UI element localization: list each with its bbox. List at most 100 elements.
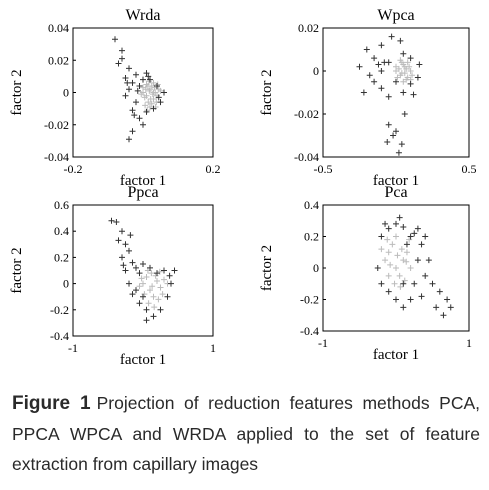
data-point — [393, 128, 399, 135]
data-point — [403, 249, 410, 256]
data-point — [407, 265, 414, 271]
data-point — [129, 259, 136, 266]
data-point — [148, 100, 155, 107]
data-point — [119, 55, 125, 62]
data-point — [396, 214, 403, 221]
data-point — [414, 225, 421, 232]
data-point — [166, 272, 173, 279]
data-point — [400, 224, 407, 231]
data-point — [388, 33, 395, 40]
y-tick-label: -0.04 — [294, 150, 319, 164]
data-point — [400, 89, 407, 96]
data-point — [154, 277, 160, 284]
data-point — [136, 115, 143, 122]
data-point — [422, 272, 429, 279]
caption-label: Figure 1 — [12, 393, 91, 414]
x-tick-label: 0.5 — [462, 162, 477, 176]
data-point — [126, 247, 132, 254]
data-point — [124, 79, 131, 86]
data-point — [410, 91, 417, 98]
series-2 — [112, 36, 167, 143]
data-point — [393, 233, 399, 240]
data-point — [403, 241, 410, 248]
y-tick-label: -0.2 — [50, 303, 69, 317]
data-point — [407, 296, 414, 303]
data-point — [385, 249, 392, 256]
data-point — [371, 55, 378, 62]
panel-title: Ppca — [127, 184, 158, 201]
data-point — [131, 112, 138, 119]
series-2 — [374, 214, 454, 319]
plot-frame — [322, 27, 470, 158]
data-point — [147, 95, 154, 102]
data-point — [378, 246, 385, 253]
data-point — [393, 220, 399, 227]
data-point — [440, 312, 447, 319]
y-tick-label: 0.2 — [54, 250, 69, 264]
data-point — [433, 304, 440, 311]
data-point — [168, 280, 174, 287]
data-point — [122, 241, 129, 248]
data-point — [161, 276, 167, 283]
data-point — [136, 300, 143, 307]
data-point — [154, 83, 160, 90]
data-point — [395, 149, 402, 156]
y-axis-label: factor 2 — [9, 247, 25, 293]
data-point — [394, 74, 401, 81]
data-point — [138, 91, 145, 98]
data-point — [113, 219, 120, 226]
data-point — [152, 272, 159, 279]
data-point — [161, 267, 167, 274]
data-point — [407, 68, 414, 74]
data-point — [385, 288, 392, 295]
series-1 — [136, 267, 171, 311]
x-axis-label: factor 1 — [373, 347, 419, 363]
y-tick-label: 0.6 — [54, 198, 69, 212]
data-point — [119, 254, 125, 261]
data-point — [129, 79, 136, 86]
data-point — [390, 132, 397, 139]
x-axis-label: factor 1 — [120, 173, 166, 189]
data-point — [150, 293, 157, 300]
data-point — [157, 284, 164, 291]
data-point — [411, 230, 418, 237]
data-point — [140, 293, 146, 300]
data-point — [398, 246, 405, 253]
data-point — [154, 270, 160, 277]
series-1 — [378, 233, 414, 290]
y-tick-label: 0 — [313, 64, 319, 78]
data-point — [375, 61, 382, 68]
data-point — [418, 293, 425, 300]
data-point — [119, 47, 125, 54]
data-point — [156, 268, 163, 275]
data-point — [356, 63, 363, 70]
y-tick-label: -0.04 — [44, 150, 69, 164]
data-point — [120, 262, 127, 269]
data-point — [150, 313, 157, 320]
data-point — [142, 102, 149, 109]
data-point — [126, 136, 132, 143]
data-point — [416, 61, 423, 68]
scatter-panel-3: Ppca 0.6 0.4 0.2 0 -0.2 -0.4-1 1 factor 1 factor … — [9, 184, 216, 368]
data-point — [387, 261, 394, 268]
data-point — [385, 272, 392, 279]
data-point — [136, 270, 143, 277]
x-tick-label: 1 — [466, 336, 472, 350]
data-point — [384, 138, 391, 145]
data-point — [141, 94, 148, 101]
data-point — [400, 78, 407, 85]
y-tick-label: 0.4 — [54, 224, 69, 238]
data-point — [374, 265, 381, 271]
data-point — [150, 89, 157, 96]
data-point — [147, 264, 153, 271]
data-point — [400, 50, 407, 57]
x-tick-label: -0.2 — [64, 162, 83, 176]
data-point — [400, 280, 407, 287]
data-point — [144, 83, 151, 90]
data-point — [150, 79, 157, 86]
data-point — [422, 233, 429, 240]
data-point — [397, 283, 404, 290]
data-point — [133, 71, 139, 78]
y-tick-label: 0 — [313, 261, 319, 275]
y-tick-label: -0.02 — [44, 118, 69, 132]
